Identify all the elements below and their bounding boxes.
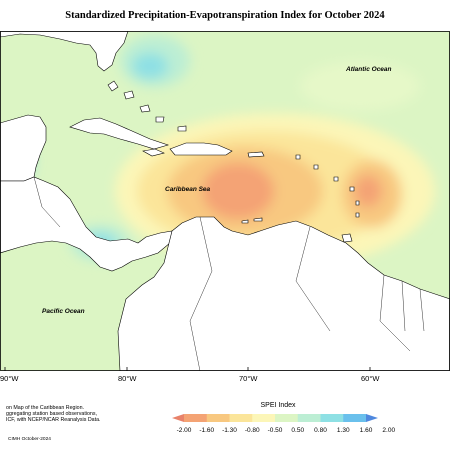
legend-color-band — [297, 414, 321, 422]
bahamas-1 — [107, 80, 119, 92]
hispaniola — [169, 142, 233, 156]
legend-tick-label: 1.60 — [359, 427, 373, 434]
legend-tick-label: -1.60 — [199, 427, 215, 434]
caribbean-sea-label: Caribbean Sea — [165, 186, 211, 193]
legend-tick-label: 0.80 — [314, 427, 327, 434]
legend-tick-label: -2.00 — [176, 427, 192, 434]
longitude-label-60w: 60°W — [361, 374, 380, 383]
land-masses — [0, 31, 450, 371]
legend-color-band — [275, 414, 299, 422]
trinidad — [341, 233, 353, 243]
map-title: Standardized Precipitation-Evapotranspir… — [65, 10, 385, 21]
florida — [0, 31, 129, 72]
legend-tick-label: -0.80 — [244, 427, 260, 434]
description-line-1: on Map of the Caribbean Region. — [6, 405, 85, 411]
bahamas-2 — [123, 90, 135, 100]
lesser-antilles — [295, 154, 360, 218]
legend-color-band — [206, 414, 230, 422]
legend-color-band — [343, 414, 367, 422]
legend-tick-label: 1.30 — [336, 427, 350, 434]
cuba — [69, 117, 170, 150]
legend-title: SPEI Index — [260, 402, 296, 409]
aruba-curacao — [241, 217, 263, 224]
south-america — [117, 216, 450, 371]
credit-text: CIMH October-2024 — [8, 437, 51, 442]
bahamas-5 — [177, 125, 187, 132]
jamaica — [142, 148, 165, 157]
bahamas-4 — [155, 116, 165, 123]
spei-map — [0, 31, 450, 371]
country-borders — [33, 176, 425, 371]
legend-tick-label: 2.00 — [382, 427, 396, 434]
legend-tick-label: 0.50 — [291, 427, 305, 434]
longitude-label-70w: 70°W — [239, 374, 258, 383]
bahamas-3 — [139, 104, 151, 113]
longitude-label-90w: 90°W — [0, 374, 19, 383]
puerto-rico — [247, 151, 265, 158]
legend-color-band — [320, 414, 344, 422]
legend-color-band — [184, 414, 208, 422]
legend-colorbar — [172, 414, 378, 422]
legend-color-band — [229, 414, 253, 422]
atlantic-ocean-label: Atlantic Ocean — [346, 66, 392, 73]
longitude-tick-marks — [4, 367, 371, 371]
description-line-3: ICF, with NCEP/NCAR Reanalysis Data. — [6, 417, 101, 423]
legend-tick-label: -1.30 — [222, 427, 237, 434]
description-line-2: ggregating station based observations, — [6, 411, 97, 417]
pacific-ocean-label: Pacific Ocean — [42, 308, 85, 315]
legend-tick-label: -0.50 — [267, 427, 283, 434]
legend-color-band — [366, 414, 378, 422]
legend-color-band — [252, 414, 276, 422]
longitude-label-80w: 80°W — [118, 374, 137, 383]
legend-color-band — [172, 414, 184, 422]
